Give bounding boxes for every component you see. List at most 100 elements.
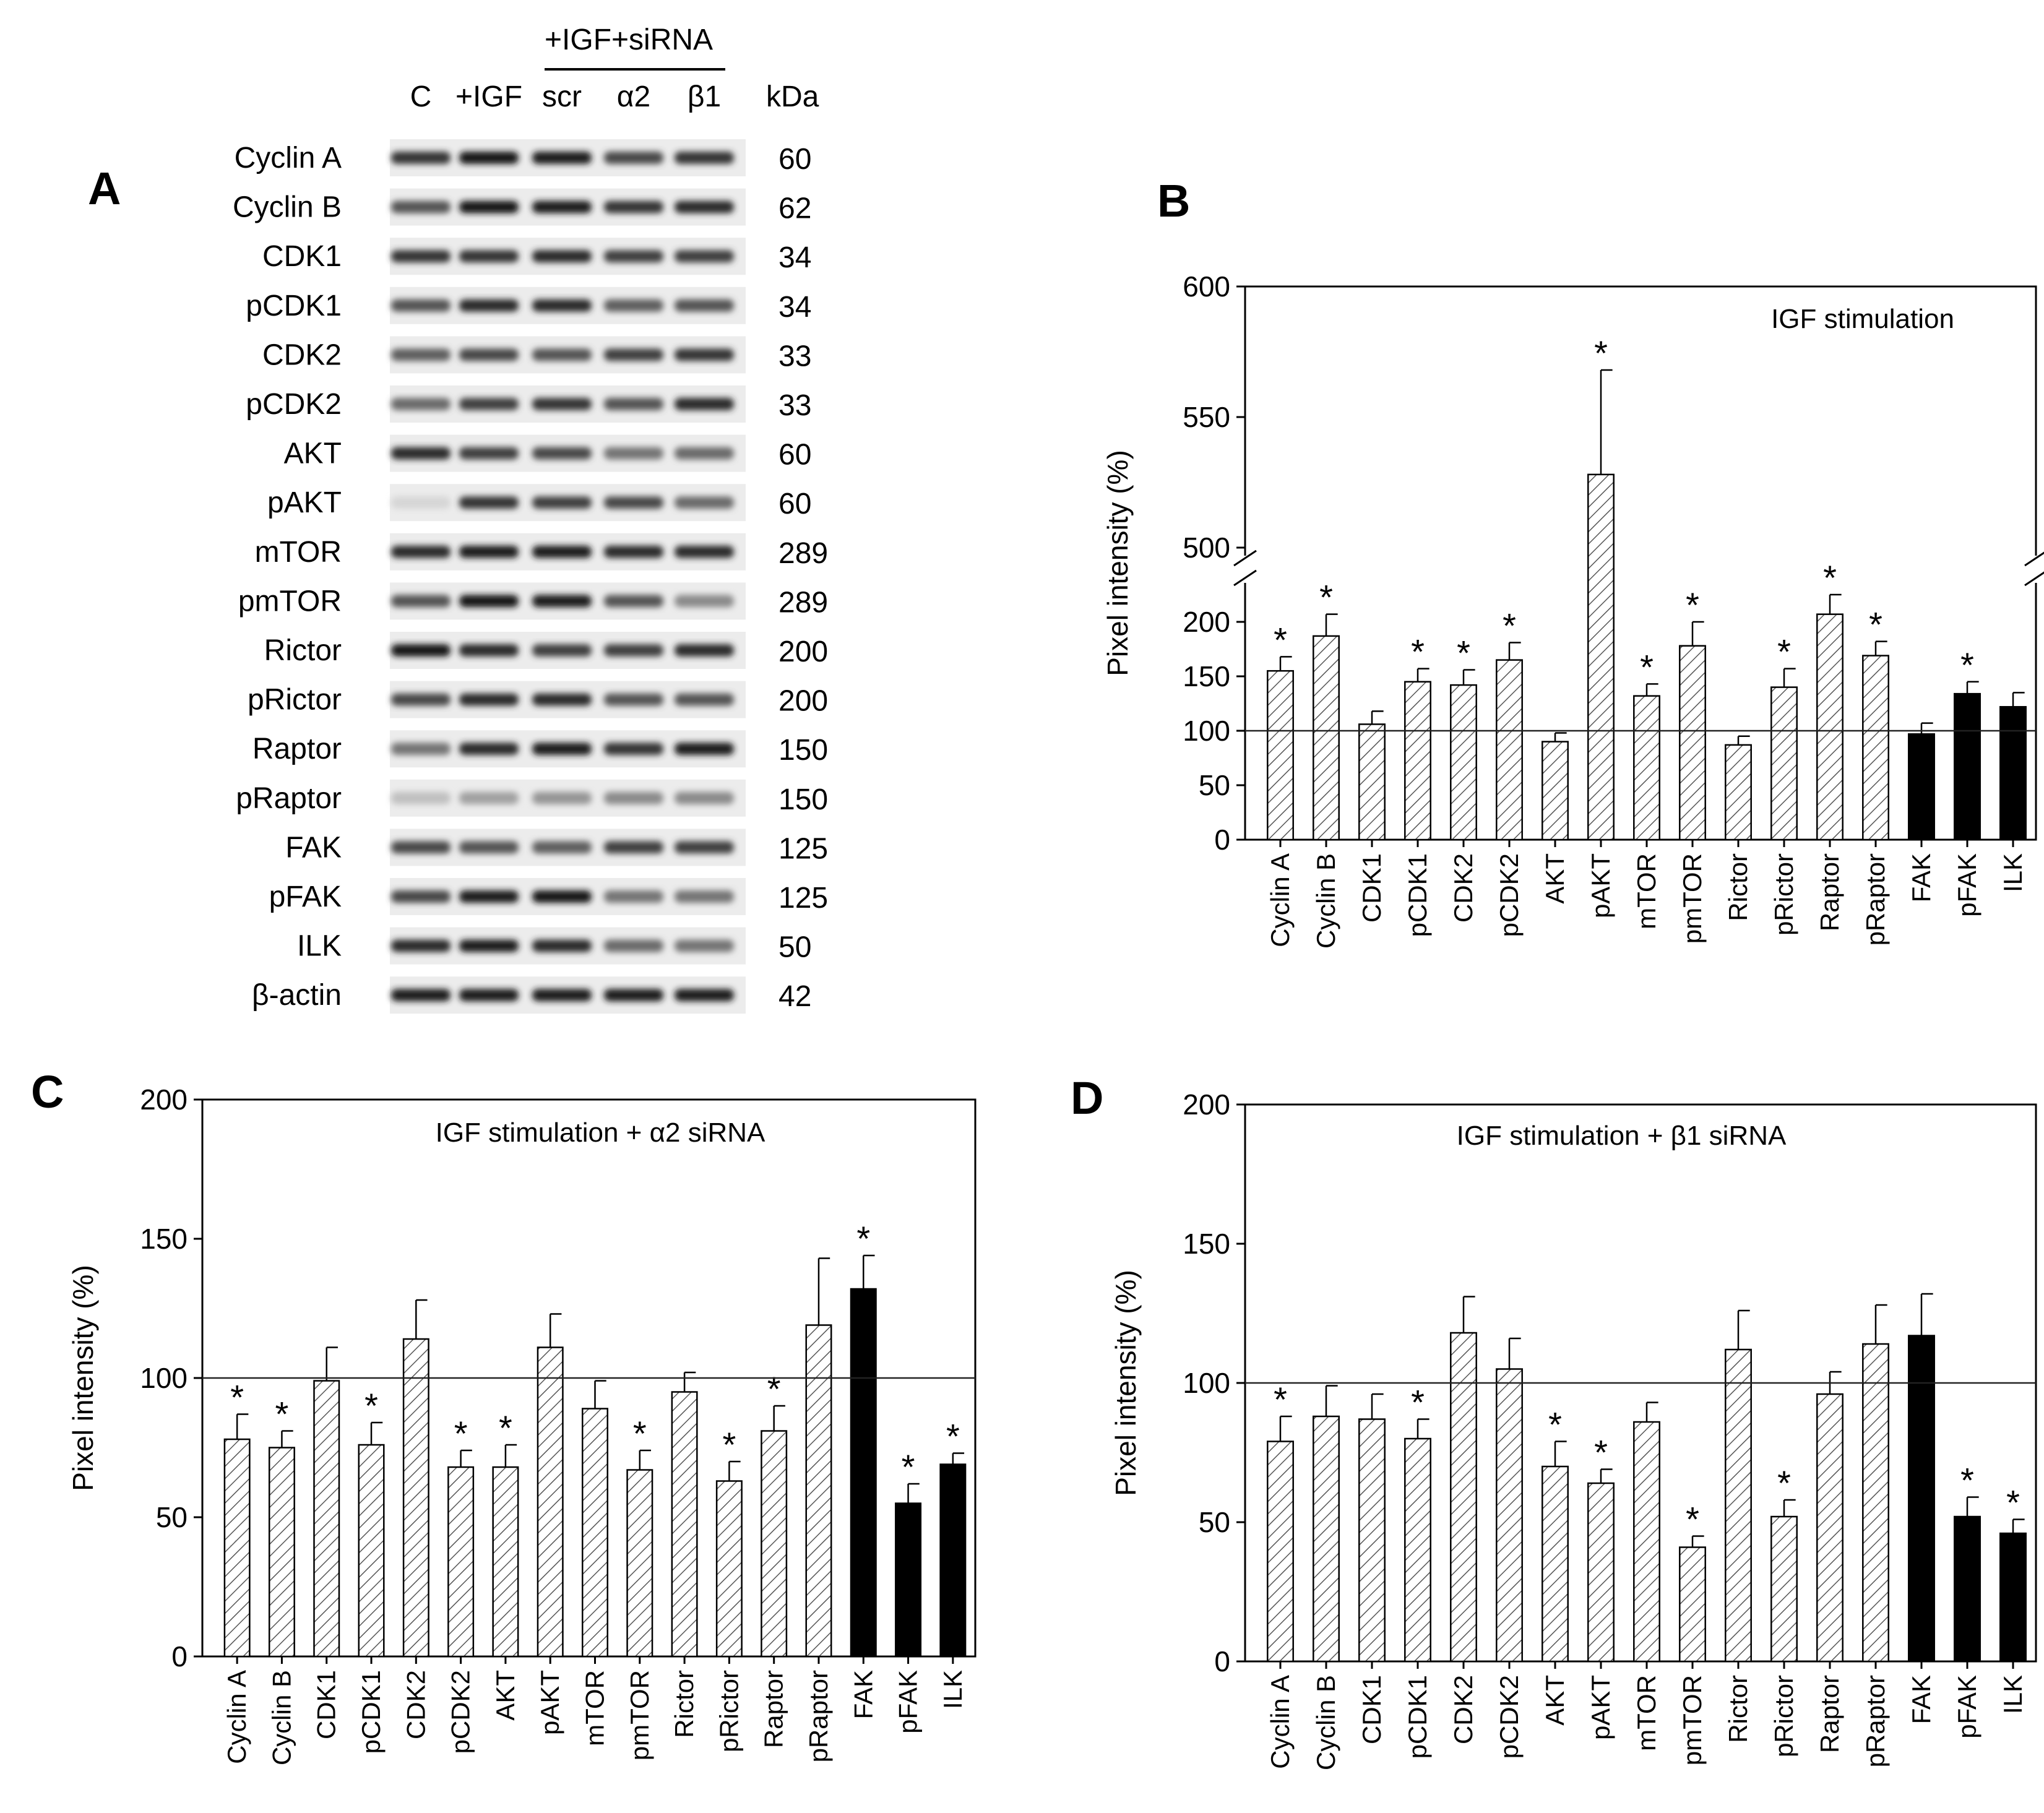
blot-band bbox=[675, 743, 734, 756]
bar bbox=[761, 1430, 788, 1658]
blot-kda-label: 34 bbox=[778, 241, 811, 274]
blot-band bbox=[391, 496, 451, 509]
bar bbox=[1633, 695, 1660, 841]
y-tick-label: 600 bbox=[1183, 270, 1230, 303]
x-tick-label: Rictor bbox=[670, 1670, 699, 1738]
x-tick-label: ILK bbox=[938, 1670, 967, 1709]
bar bbox=[1770, 1515, 1798, 1663]
blot-band bbox=[391, 545, 451, 558]
bar bbox=[1587, 1482, 1615, 1663]
blot-band bbox=[604, 890, 663, 903]
significance-star: * bbox=[1960, 645, 1974, 684]
blot-band bbox=[675, 989, 734, 1002]
blot-band bbox=[675, 348, 734, 361]
lane-label: β1 bbox=[688, 80, 721, 113]
blot-row: pRictor 200 bbox=[248, 681, 828, 718]
blot-band bbox=[675, 890, 734, 903]
x-tick-label: Rictor bbox=[1723, 1675, 1753, 1743]
bar bbox=[1313, 635, 1340, 841]
chart-title: IGF stimulation + α2 siRNA bbox=[436, 1118, 765, 1148]
blot-band bbox=[459, 743, 519, 756]
bar bbox=[313, 1380, 340, 1658]
y-tick-label: 150 bbox=[1183, 660, 1230, 692]
significance-star: * bbox=[1274, 620, 1287, 659]
blot-band bbox=[391, 841, 451, 854]
y-tick-label: 50 bbox=[1199, 1506, 1230, 1538]
bar bbox=[1404, 1437, 1431, 1663]
significance-star: * bbox=[722, 1425, 736, 1464]
bar bbox=[1816, 613, 1843, 841]
x-tick-label: ILK bbox=[1998, 853, 2027, 892]
blot-band bbox=[391, 644, 451, 657]
blot-band bbox=[532, 496, 592, 509]
blot-protein-label: CDK2 bbox=[262, 338, 342, 371]
blot-band bbox=[459, 939, 519, 952]
blot-kda-label: 60 bbox=[778, 488, 811, 520]
bar bbox=[537, 1346, 564, 1658]
y-tick-label: 50 bbox=[1199, 769, 1230, 801]
blot-row: Raptor 150 bbox=[252, 730, 828, 768]
bar bbox=[1587, 473, 1615, 841]
bar bbox=[358, 1444, 385, 1658]
blot-band bbox=[391, 348, 451, 361]
blot-protein-label: pmTOR bbox=[238, 585, 342, 618]
bar bbox=[1542, 1465, 1569, 1663]
significance-star: * bbox=[1594, 1433, 1608, 1472]
bar bbox=[1999, 706, 2027, 841]
blot-band bbox=[391, 939, 451, 952]
blot-band bbox=[459, 693, 519, 706]
x-tick-label: mTOR bbox=[1632, 853, 1661, 929]
y-tick-label: 200 bbox=[140, 1083, 188, 1116]
panel-label-a: A bbox=[88, 163, 121, 214]
x-tick-label: Cyclin A bbox=[222, 1670, 251, 1764]
x-tick-label: pAKT bbox=[535, 1670, 564, 1735]
blot-band bbox=[604, 743, 663, 756]
bar bbox=[1450, 684, 1477, 841]
blot-row: CDK1 34 bbox=[262, 238, 811, 275]
blot-protein-label: pCDK2 bbox=[246, 388, 342, 421]
blot-protein-label: pRictor bbox=[248, 684, 342, 717]
blot-band bbox=[532, 890, 592, 903]
y-axis-title: Pixel intensity (%) bbox=[67, 1265, 99, 1491]
blot-band bbox=[391, 890, 451, 903]
bar bbox=[402, 1338, 429, 1658]
blot-band bbox=[675, 496, 734, 509]
bar bbox=[1908, 733, 1935, 841]
bar bbox=[1862, 655, 1889, 841]
y-tick-label: 200 bbox=[1183, 1088, 1230, 1121]
blot-band bbox=[532, 693, 592, 706]
blot-protein-label: pFAK bbox=[269, 881, 342, 913]
significance-star: * bbox=[1777, 632, 1791, 671]
blot-band bbox=[604, 644, 663, 657]
blot-protein-label: ILK bbox=[297, 930, 342, 963]
blot-protein-label: pRaptor bbox=[236, 782, 342, 815]
blot-protein-label: Rictor bbox=[264, 634, 342, 667]
significance-star: * bbox=[1274, 1380, 1287, 1419]
y-tick-label: 100 bbox=[1183, 715, 1230, 747]
blot-protein-label: AKT bbox=[284, 437, 342, 470]
y-tick-label: 0 bbox=[171, 1640, 188, 1673]
significance-star: * bbox=[499, 1408, 512, 1447]
blot-protein-label: Raptor bbox=[252, 733, 342, 765]
blot-row: pCDK1 34 bbox=[246, 286, 811, 324]
blot-protein-label: β-actin bbox=[252, 979, 342, 1012]
blot-band bbox=[532, 791, 592, 804]
blot-band bbox=[604, 398, 663, 410]
bar bbox=[1954, 1515, 1981, 1663]
blot-band bbox=[391, 398, 451, 410]
blot-band bbox=[604, 595, 663, 608]
x-tick-label: Cyclin B bbox=[1311, 1675, 1340, 1770]
x-tick-label: pCDK1 bbox=[1403, 853, 1432, 937]
bar bbox=[1679, 1546, 1706, 1663]
bar bbox=[1496, 1368, 1523, 1663]
blot-protein-label: mTOR bbox=[255, 536, 342, 569]
blot-band bbox=[532, 644, 592, 657]
blot-band bbox=[675, 791, 734, 804]
x-tick-label: pRictor bbox=[1769, 853, 1798, 936]
blot-band bbox=[532, 152, 592, 164]
significance-star: * bbox=[1960, 1461, 1974, 1500]
blot-protein-label: FAK bbox=[285, 831, 342, 864]
x-tick-label: pCDK2 bbox=[1494, 1675, 1524, 1759]
blot-band bbox=[391, 152, 451, 164]
